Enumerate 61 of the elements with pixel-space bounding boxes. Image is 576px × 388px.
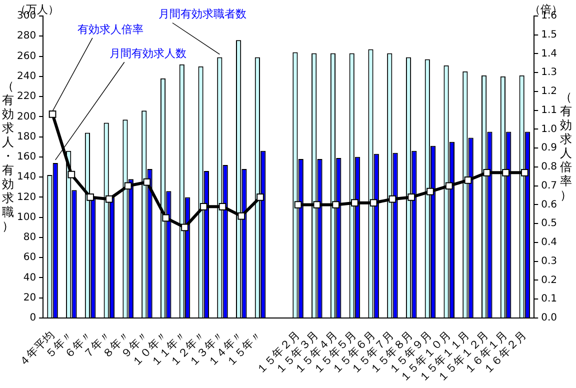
point [426, 188, 434, 196]
point [502, 168, 510, 176]
y-tick-label: 220 [16, 91, 36, 102]
point [48, 110, 56, 118]
y-tick-label: 120 [16, 192, 36, 203]
y2-axis-title: （有効求人倍率） [560, 90, 572, 202]
y2-tick-label: 0.0 [541, 312, 558, 324]
point [124, 182, 132, 190]
point [520, 168, 528, 176]
y-tick-label: 280 [16, 30, 36, 42]
y2-tick-label: 0.4 [541, 237, 558, 248]
point [313, 201, 321, 208]
point [68, 170, 76, 178]
y2-tick-label: 0.5 [541, 218, 558, 230]
point [200, 202, 208, 210]
y2-tick-label: 0.9 [541, 142, 558, 154]
y-tick-label: 240 [16, 70, 36, 82]
point [464, 176, 472, 184]
y2-tick-label: 0.7 [541, 180, 558, 192]
point [218, 202, 226, 210]
point [256, 194, 264, 201]
y-tick-label: 200 [16, 111, 36, 122]
y-tick-label: 60 [23, 252, 36, 264]
y-tick-label: 140 [16, 172, 36, 183]
point [162, 214, 170, 222]
y2-tick-label: 1.4 [541, 48, 558, 60]
point [294, 201, 302, 208]
point [388, 195, 396, 203]
y2-tick-label: 0.6 [541, 199, 558, 210]
y2-tick-label: 0.2 [541, 274, 558, 286]
point [238, 212, 246, 220]
point [143, 178, 151, 186]
y2-tick-label: 0.1 [541, 294, 558, 305]
y2-tick-label: 0.3 [541, 256, 558, 267]
y-tick-label: 160 [16, 152, 36, 163]
point [445, 182, 453, 190]
y-tick-label: 80 [23, 232, 36, 244]
text: 有効求人倍率 [77, 22, 144, 36]
text: 月間有効求人数 [109, 46, 186, 60]
y-tick-label: 100 [16, 212, 36, 223]
point [408, 194, 416, 201]
y2-tick-label: 1.5 [541, 29, 558, 40]
point [86, 194, 94, 201]
point [483, 168, 491, 176]
point [332, 201, 340, 208]
point [351, 199, 358, 207]
y2-tick-label: 0.8 [541, 162, 558, 173]
y-tick-label: 260 [16, 50, 36, 62]
text: （有効求人・有効求職） [2, 79, 14, 234]
point [370, 199, 378, 207]
y-tick-label: 40 [23, 272, 36, 284]
series-label: 月間有効求職者数 [158, 8, 246, 21]
y2-tick-label: 1.0 [541, 124, 558, 135]
y2-tick-label: 1.3 [541, 67, 558, 78]
point [106, 195, 113, 203]
point [181, 224, 188, 232]
y-tick-label: 180 [16, 131, 36, 142]
y2-tick-label: 1.1 [541, 104, 558, 116]
y2-tick-label: 1.2 [541, 86, 558, 98]
y-tick-label: 0 [30, 312, 36, 324]
y-tick-label: 20 [23, 292, 36, 304]
